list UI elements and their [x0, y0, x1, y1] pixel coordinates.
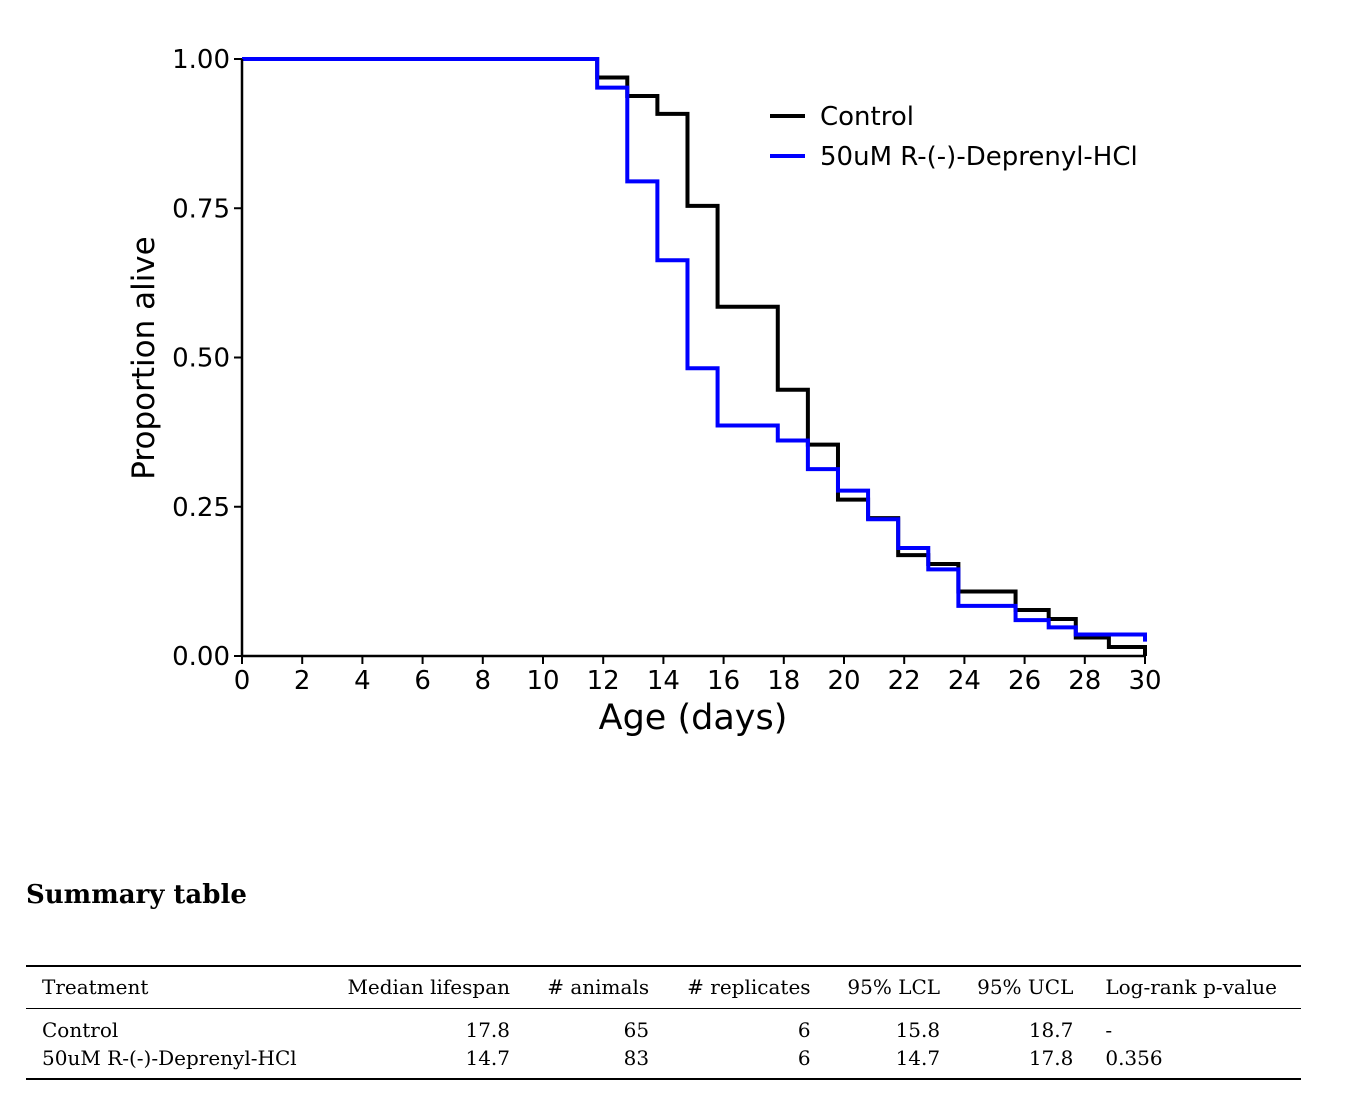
column-header-animals: # animals [547, 975, 650, 999]
column-header-median-lifespan: Median lifespan [347, 975, 511, 999]
x-tick-label: 24 [948, 666, 981, 696]
table-header-row: Treatment Median lifespan # animals # re… [26, 966, 1301, 1009]
column-header-replicates: # replicates [687, 975, 811, 999]
x-tick-label: 16 [707, 666, 740, 696]
column-header-treatment: Treatment [42, 975, 149, 999]
x-tick-label: 18 [767, 666, 800, 696]
legend: Control 50uM R-(-)-Deprenyl-HCl [770, 102, 1138, 172]
x-tick-label: 6 [414, 666, 431, 696]
y-tick-label: 0.25 [172, 493, 230, 523]
table-cell: - [1105, 1018, 1113, 1042]
x-tick-label: 30 [1128, 666, 1161, 696]
x-tick-label: 22 [888, 666, 921, 696]
summary-title: Summary table [26, 880, 247, 910]
table-cell: 15.8 [895, 1018, 941, 1042]
y-tick-label: 1.00 [172, 45, 230, 75]
table-row: Control 17.8 65 6 15.8 18.7 - [26, 1009, 1301, 1045]
x-tick-label: 0 [234, 666, 251, 696]
x-tick-label: 12 [587, 666, 620, 696]
summary-table: Treatment Median lifespan # animals # re… [26, 965, 1301, 1080]
table-cell: 65 [623, 1018, 650, 1042]
table-cell: 18.7 [1028, 1018, 1074, 1042]
survival-chart: 0 2 4 6 8 10 12 14 16 18 20 22 24 26 28 300.000.250.500… [126, 45, 1162, 738]
x-tick-label: 28 [1068, 666, 1101, 696]
table-cell: 17.8 [465, 1018, 511, 1042]
column-header-lcl: 95% LCL [847, 975, 941, 999]
y-tick-label: 0.00 [172, 642, 230, 672]
legend-label-0: Control [820, 102, 914, 132]
x-axis-label: Age (days) [599, 698, 788, 738]
series-line-1 [242, 57, 1147, 642]
x-tick-label: 10 [526, 666, 559, 696]
table-cell: 14.7 [895, 1046, 941, 1070]
x-tick-label: 4 [354, 666, 371, 696]
table-cell: 14.7 [465, 1046, 511, 1070]
table-cell: 50uM R-(-)-Deprenyl-HCl [42, 1046, 297, 1070]
table-cell: 0.356 [1105, 1046, 1163, 1070]
x-tick-label: 26 [1008, 666, 1041, 696]
table-cell: 83 [623, 1046, 650, 1070]
x-tick-label: 2 [294, 666, 311, 696]
y-axis-label: Proportion alive [126, 236, 162, 479]
x-tick-label: 20 [827, 666, 860, 696]
axes-layer: 0 2 4 6 8 10 12 14 16 18 20 22 24 26 28 300.000.250.500… [172, 45, 1161, 696]
x-tick-label: 14 [647, 666, 680, 696]
series-layer [242, 57, 1147, 656]
table-row: 50uM R-(-)-Deprenyl-HCl 14.7 83 6 14.7 1… [26, 1044, 1301, 1079]
x-tick-label: 8 [475, 666, 492, 696]
y-tick-label: 0.50 [172, 344, 230, 374]
legend-label-1: 50uM R-(-)-Deprenyl-HCl [820, 142, 1138, 172]
table-cell: 6 [797, 1046, 811, 1070]
column-header-ucl: 95% UCL [977, 975, 1074, 999]
column-header-pvalue: Log-rank p-value [1105, 975, 1277, 999]
table-cell: Control [42, 1018, 119, 1042]
table-cell: 6 [797, 1018, 811, 1042]
y-tick-label: 0.75 [172, 194, 230, 224]
table-cell: 17.8 [1028, 1046, 1074, 1070]
